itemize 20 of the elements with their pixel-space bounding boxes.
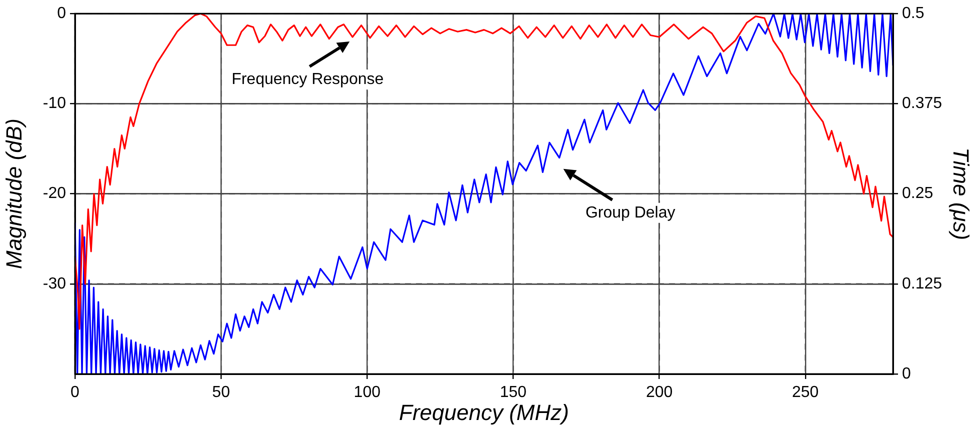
x-tick-label: 100 (354, 384, 381, 402)
y2-axis-title: Time (μs) (948, 148, 974, 240)
x-tick-label: 250 (792, 384, 819, 402)
annotation: Group Delay (585, 204, 676, 222)
y2-tick-label: 0 (902, 365, 911, 382)
y-tick-label: -20 (42, 185, 66, 202)
x-tick-label: 50 (212, 384, 230, 402)
y2-tick-label: 0.125 (902, 275, 942, 292)
annotation: Frequency Response (232, 70, 384, 88)
y2-tick-label: 0.375 (902, 95, 942, 112)
x-tick-label: 150 (500, 384, 527, 402)
x-axis-title: Frequency (MHz) (399, 400, 569, 425)
y-tick-label: 0 (57, 5, 66, 22)
y-tick-label: -30 (42, 275, 66, 292)
y-tick-label: -10 (42, 95, 66, 112)
x-tick-label: 200 (646, 384, 673, 402)
y2-tick-label: 0.25 (902, 185, 934, 202)
x-tick-label: 0 (70, 384, 80, 402)
y-axis-title: Magnitude (dB) (1, 118, 26, 270)
y2-tick-label: 0.5 (902, 5, 924, 22)
